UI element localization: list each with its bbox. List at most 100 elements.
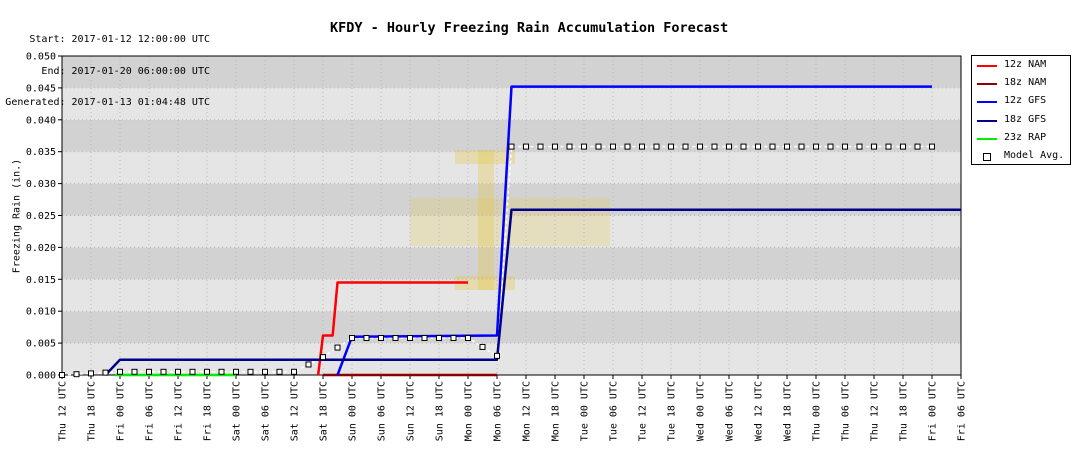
model-avg-marker-16 bbox=[291, 368, 297, 375]
model-avg-marker-25 bbox=[421, 334, 428, 341]
model-avg-marker-27 bbox=[450, 334, 457, 341]
y-tick-label-3: 0.015 bbox=[26, 275, 56, 286]
model-avg-marker-47 bbox=[740, 143, 747, 150]
model-avg-marker-43 bbox=[682, 143, 689, 150]
watermark-top bbox=[455, 150, 515, 164]
model-avg-marker-10 bbox=[204, 368, 210, 375]
model-avg-marker-19 bbox=[334, 344, 341, 351]
x-tick-label-17: Mon 18 UTC bbox=[551, 381, 562, 441]
x-tick-label-12: Sun 12 UTC bbox=[406, 381, 417, 441]
x-tick-label-11: Sun 06 UTC bbox=[377, 381, 388, 441]
model-avg-marker-3 bbox=[102, 369, 109, 376]
model-avg-marker-42 bbox=[668, 143, 674, 150]
x-tick-label-26: Thu 00 UTC bbox=[812, 381, 823, 441]
band-3 bbox=[62, 247, 961, 280]
x-tick-label-3: Fri 06 UTC bbox=[145, 381, 156, 441]
x-tick-label-27: Thu 06 UTC bbox=[841, 381, 852, 441]
legend-line-icon bbox=[977, 119, 997, 122]
x-tick-label-4: Fri 12 UTC bbox=[174, 381, 185, 441]
generated-time: Generated: 2017-01-13 01:04:48 UTC bbox=[5, 97, 210, 108]
series-line-12z-nam bbox=[316, 281, 468, 376]
x-tick-label-10: Sun 00 UTC bbox=[348, 381, 359, 441]
model-avg-marker-8 bbox=[175, 368, 181, 375]
model-avg-marker-7 bbox=[160, 368, 167, 375]
model-avg-marker-48 bbox=[755, 143, 761, 150]
legend-label: 23z RAP bbox=[1004, 131, 1047, 143]
x-tick-label-22: Wed 00 UTC bbox=[696, 381, 707, 441]
model-avg-marker-38 bbox=[610, 143, 616, 150]
model-avg-marker-46 bbox=[726, 143, 732, 150]
legend-entry-23z-rap: 23z RAP bbox=[976, 131, 1070, 147]
model-avg-marker-55 bbox=[856, 143, 863, 150]
y-tick-label-9: 0.045 bbox=[26, 83, 56, 94]
x-tick-label-19: Tue 06 UTC bbox=[609, 381, 620, 441]
x-tick-label-16: Mon 12 UTC bbox=[522, 381, 533, 441]
legend-entry-12z-gfs: 12z GFS bbox=[976, 94, 1070, 110]
model-avg-marker-54 bbox=[842, 143, 848, 150]
legend-entry-model-avg-: Model Avg. bbox=[976, 149, 1070, 165]
model-avg-marker-14 bbox=[262, 368, 268, 375]
x-tick-label-29: Thu 18 UTC bbox=[899, 381, 910, 441]
y-tick-label-5: 0.025 bbox=[26, 211, 56, 222]
x-tick-label-24: Wed 12 UTC bbox=[754, 381, 765, 441]
y-tick-label-8: 0.040 bbox=[26, 115, 56, 126]
x-tick-label-28: Thu 12 UTC bbox=[870, 381, 881, 441]
model-avg-marker-33 bbox=[537, 143, 544, 150]
y-tick-label-10: 0.050 bbox=[26, 52, 56, 63]
y-tick-label-0: 0.000 bbox=[26, 371, 56, 382]
legend-label: 12z GFS bbox=[1004, 95, 1047, 107]
model-avg-marker-57 bbox=[885, 143, 892, 150]
legend-square-icon bbox=[983, 153, 991, 161]
x-tick-label-30: Fri 00 UTC bbox=[928, 381, 939, 441]
x-tick-label-18: Tue 00 UTC bbox=[580, 381, 591, 441]
model-avg-marker-34 bbox=[552, 143, 558, 150]
model-avg-marker-11 bbox=[218, 368, 225, 375]
model-avg-marker-37 bbox=[595, 143, 602, 150]
x-tick-label-8: Sat 12 UTC bbox=[290, 381, 301, 441]
x-tick-label-14: Mon 00 UTC bbox=[464, 381, 475, 441]
model-avg-marker-50 bbox=[784, 143, 790, 150]
model-avg-marker-6 bbox=[146, 368, 152, 375]
model-avg-marker-40 bbox=[639, 143, 645, 150]
model-avg-marker-12 bbox=[233, 368, 239, 375]
x-tick-label-9: Sat 18 UTC bbox=[319, 381, 330, 441]
model-avg-marker-1 bbox=[73, 371, 80, 378]
x-tick-label-15: Mon 06 UTC bbox=[493, 381, 504, 441]
model-avg-marker-58 bbox=[900, 143, 906, 150]
legend-line-icon bbox=[977, 83, 997, 86]
x-tick-label-21: Tue 18 UTC bbox=[667, 381, 678, 441]
band-9 bbox=[62, 56, 961, 88]
run-info: Start: 2017-01-12 12:00:00 UTC End: 2017… bbox=[0, 14, 210, 119]
legend-entry-18z-nam: 18z NAM bbox=[976, 76, 1070, 92]
legend-line-icon bbox=[977, 137, 997, 140]
model-avg-marker-0 bbox=[59, 372, 65, 378]
model-avg-marker-26 bbox=[436, 334, 442, 341]
y-axis-label: Freezing Rain (in.) bbox=[11, 158, 23, 274]
model-avg-marker-45 bbox=[711, 143, 718, 150]
model-avg-marker-21 bbox=[363, 334, 370, 341]
x-tick-label-20: Tue 12 UTC bbox=[638, 381, 649, 441]
model-avg-marker-28 bbox=[465, 334, 471, 341]
chart-title: KFDY - Hourly Freezing Rain Accumulation… bbox=[330, 20, 729, 36]
y-tick-label-4: 0.020 bbox=[26, 243, 56, 254]
model-avg-marker-44 bbox=[697, 143, 703, 150]
model-avg-marker-24 bbox=[407, 334, 413, 341]
model-avg-marker-22 bbox=[378, 334, 384, 341]
start-time: Start: 2017-01-12 12:00:00 UTC bbox=[29, 34, 210, 45]
model-avg-marker-52 bbox=[813, 143, 819, 150]
y-tick-label-1: 0.005 bbox=[26, 339, 56, 350]
model-avg-marker-36 bbox=[581, 143, 587, 150]
x-tick-label-7: Sat 06 UTC bbox=[261, 381, 272, 441]
model-avg-marker-4 bbox=[117, 368, 123, 375]
model-avg-marker-9 bbox=[189, 368, 196, 375]
legend-label: 12z NAM bbox=[1004, 59, 1047, 70]
model-avg-marker-49 bbox=[769, 143, 776, 150]
model-avg-marker-56 bbox=[871, 143, 877, 150]
model-avg-marker-18 bbox=[320, 354, 326, 361]
legend-label: 18z NAM bbox=[1004, 77, 1047, 89]
model-avg-marker-32 bbox=[523, 143, 529, 150]
model-avg-marker-30 bbox=[494, 352, 500, 359]
model-avg-marker-60 bbox=[929, 143, 935, 150]
model-avg-marker-20 bbox=[349, 334, 355, 341]
y-tick-label-2: 0.010 bbox=[26, 307, 56, 318]
